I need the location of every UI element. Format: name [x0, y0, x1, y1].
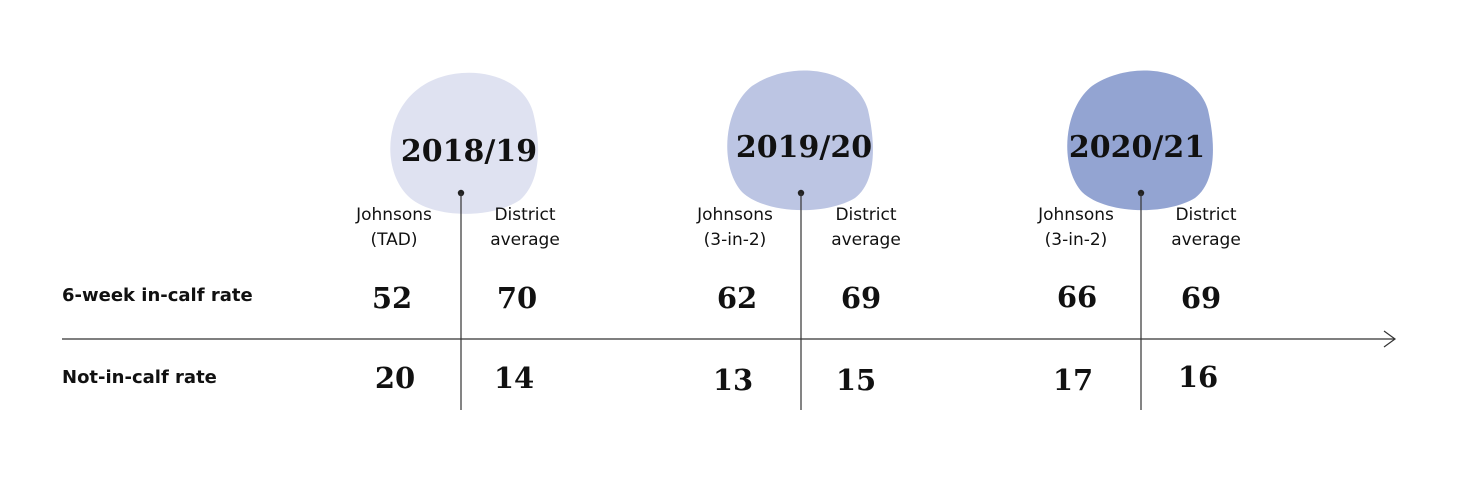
- column-header-johnsons-sub: (3-in-2): [1045, 230, 1108, 250]
- value-district-in-calf: 69: [841, 281, 881, 315]
- column-header-johnsons: Johnsons: [1037, 205, 1114, 225]
- period-blob: [1067, 70, 1213, 211]
- value-johnsons-not-in-calf: 17: [1053, 363, 1093, 397]
- period-blob: [390, 72, 539, 214]
- column-header-district-sub: average: [490, 230, 560, 250]
- value-district-in-calf: 70: [497, 281, 537, 315]
- column-header-district-sub: average: [1171, 230, 1241, 250]
- value-district-not-in-calf: 15: [836, 363, 876, 397]
- value-johnsons-not-in-calf: 20: [375, 361, 415, 395]
- column-header-district: District: [494, 205, 555, 225]
- value-johnsons-in-calf: 52: [372, 281, 412, 315]
- period-2018-19: 2018/19 Johnsons (TAD) District average …: [355, 72, 560, 410]
- period-2019-20: 2019/20 Johnsons (3-in-2) District avera…: [696, 70, 901, 410]
- column-header-johnsons: Johnsons: [696, 205, 773, 225]
- value-district-not-in-calf: 14: [494, 361, 534, 395]
- column-header-johnsons-sub: (TAD): [370, 230, 417, 250]
- value-johnsons-in-calf: 62: [717, 281, 757, 315]
- period-label: 2020/21: [1069, 130, 1205, 165]
- column-header-johnsons-sub: (3-in-2): [704, 230, 767, 250]
- period-label: 2019/20: [736, 130, 872, 165]
- row-label-in-calf-rate: 6-week in-calf rate: [62, 285, 253, 306]
- value-johnsons-in-calf: 66: [1057, 280, 1097, 314]
- column-header-district: District: [1175, 205, 1236, 225]
- row-label-not-in-calf-rate: Not-in-calf rate: [62, 367, 217, 388]
- column-header-district-sub: average: [831, 230, 901, 250]
- period-label: 2018/19: [401, 134, 537, 169]
- value-johnsons-not-in-calf: 13: [713, 363, 753, 397]
- column-header-district: District: [835, 205, 896, 225]
- value-district-in-calf: 69: [1181, 281, 1221, 315]
- value-district-not-in-calf: 16: [1178, 360, 1218, 394]
- column-header-johnsons: Johnsons: [355, 205, 432, 225]
- period-blob: [727, 70, 873, 211]
- timeline-arrow-head: [1383, 330, 1397, 348]
- period-2020-21: 2020/21 Johnsons (3-in-2) District avera…: [1037, 70, 1241, 410]
